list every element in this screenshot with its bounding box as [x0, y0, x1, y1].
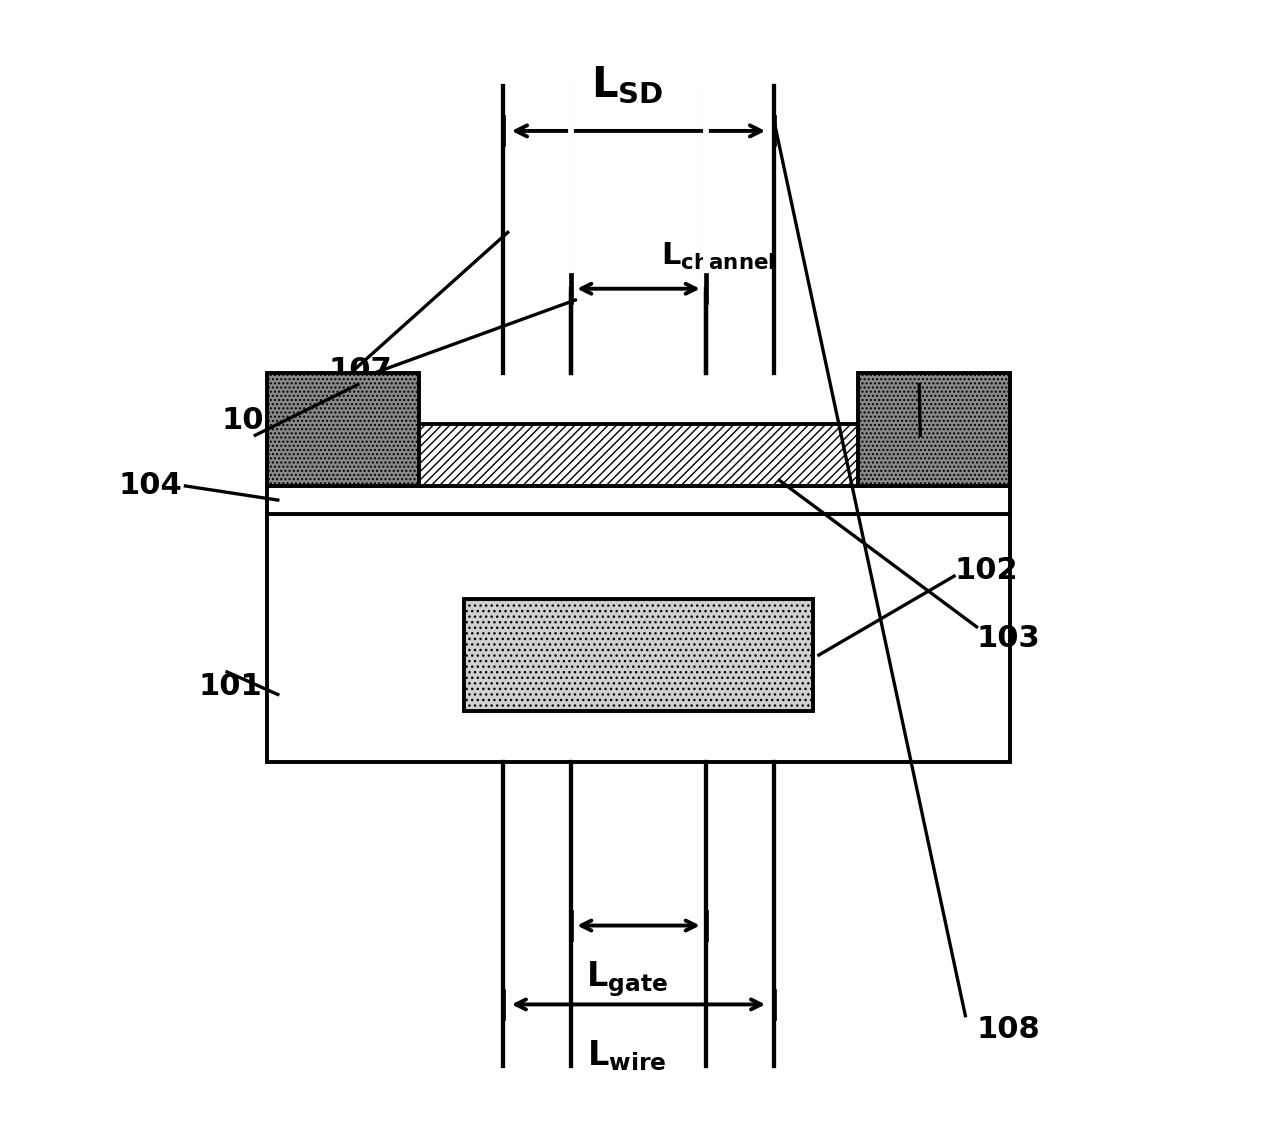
- Text: 101: 101: [199, 672, 263, 701]
- Text: $\mathbf{L_{channel}}$: $\mathbf{L_{channel}}$: [661, 241, 775, 272]
- Bar: [267, 424, 1010, 486]
- Bar: [267, 373, 419, 486]
- Text: $\mathbf{L_{wire}}$: $\mathbf{L_{wire}}$: [587, 1038, 667, 1073]
- Text: 105: 105: [221, 406, 285, 435]
- Text: $\mathbf{L_{SD}}$: $\mathbf{L_{SD}}$: [591, 64, 664, 106]
- Text: 106: 106: [921, 406, 985, 435]
- Bar: [267, 515, 1010, 762]
- Text: 102: 102: [954, 556, 1018, 585]
- Text: 108: 108: [977, 1014, 1041, 1044]
- Bar: [267, 486, 1010, 515]
- Text: 103: 103: [977, 624, 1041, 653]
- Text: 107: 107: [328, 356, 392, 386]
- Text: 104: 104: [119, 471, 183, 501]
- Text: $\mathbf{L_{gate}}$: $\mathbf{L_{gate}}$: [586, 960, 668, 1000]
- Bar: [858, 373, 1010, 486]
- Bar: [464, 599, 813, 711]
